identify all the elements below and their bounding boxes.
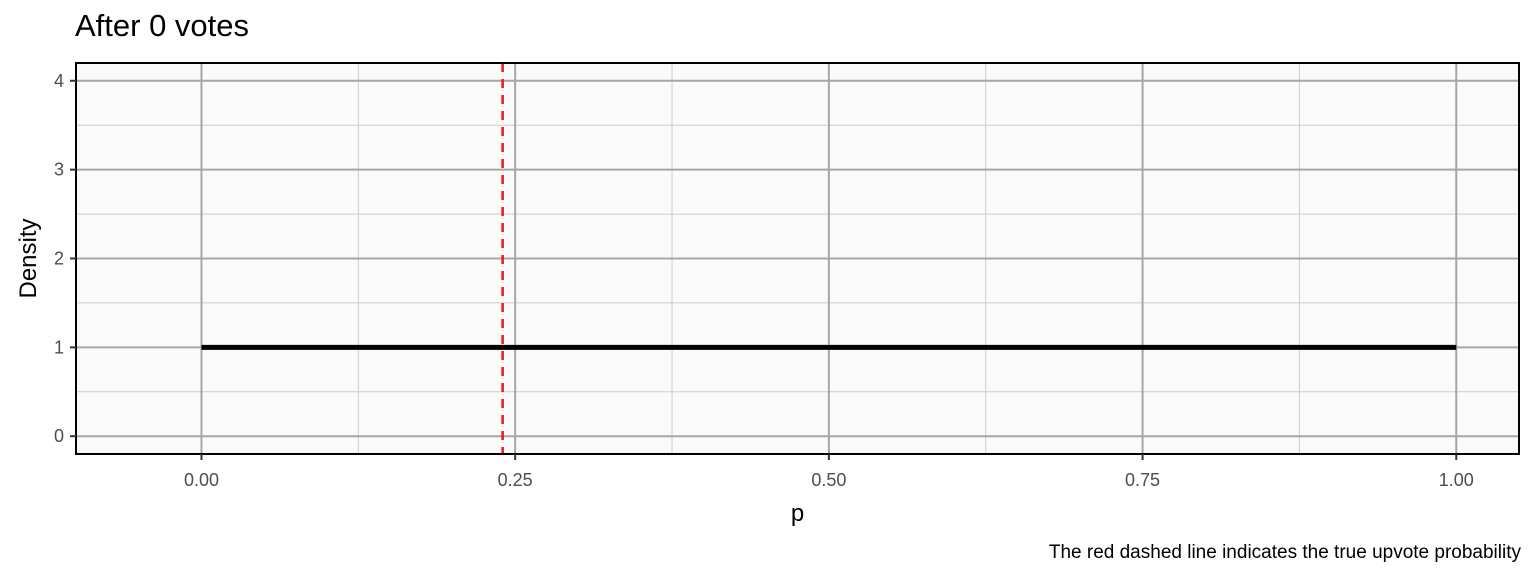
x-tick-label: 0.75 — [1125, 470, 1160, 490]
y-axis-title: Density — [15, 218, 42, 298]
y-tick-label: 3 — [54, 160, 64, 180]
y-tick-label: 1 — [54, 337, 64, 357]
y-tick-label: 4 — [54, 71, 64, 91]
x-axis-title: p — [791, 500, 804, 527]
x-tick-label: 1.00 — [1439, 470, 1474, 490]
ticks: 0.00 0.25 0.50 0.75 1.00 0 1 2 3 4 — [54, 71, 1474, 490]
y-tick-label: 0 — [54, 426, 64, 446]
x-tick-label: 0.25 — [498, 470, 533, 490]
data-marks — [201, 63, 1457, 454]
chart-title: After 0 votes — [75, 8, 250, 43]
y-tick-label: 2 — [54, 249, 64, 269]
x-tick-label: 0.50 — [811, 470, 846, 490]
chart-caption: The red dashed line indicates the true u… — [1048, 542, 1521, 563]
x-tick-label: 0.00 — [184, 470, 219, 490]
